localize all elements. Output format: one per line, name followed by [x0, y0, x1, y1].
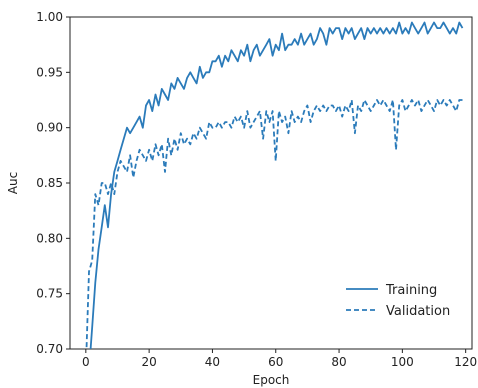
x-axis: 0 20 40 60 80 100 120: [82, 349, 477, 369]
y-tick-label: 1.00: [36, 10, 63, 24]
y-tick-label: 0.85: [36, 176, 63, 190]
y-tick-label: 0.75: [36, 287, 63, 301]
x-tick-label: 0: [82, 355, 90, 369]
y-axis-title: Auc: [6, 172, 20, 194]
x-axis-title: Epoch: [253, 373, 290, 387]
y-tick-label: 0.70: [36, 342, 63, 356]
series-layer: [85, 21, 464, 349]
x-tick-label: 20: [141, 355, 156, 369]
x-tick-label: 80: [331, 355, 346, 369]
plot-frame: [69, 16, 473, 350]
y-axis: 0.70 0.75 0.80 0.85 0.90 0.95 1.00: [36, 10, 70, 356]
series-line-validation: [85, 99, 463, 349]
x-tick-label: 40: [205, 355, 220, 369]
x-tick-label: 100: [391, 355, 414, 369]
y-tick-label: 0.95: [36, 65, 63, 79]
series-line-training: [89, 21, 464, 349]
axes-frame: [69, 16, 473, 350]
x-tick-label: 120: [454, 355, 477, 369]
x-tick-label: 60: [268, 355, 283, 369]
legend-label-validation: Validation: [386, 304, 450, 319]
y-tick-label: 0.90: [36, 121, 63, 135]
legend-label-training: Training: [385, 283, 437, 298]
legend: Training Validation: [346, 283, 450, 319]
y-tick-label: 0.80: [36, 231, 63, 245]
